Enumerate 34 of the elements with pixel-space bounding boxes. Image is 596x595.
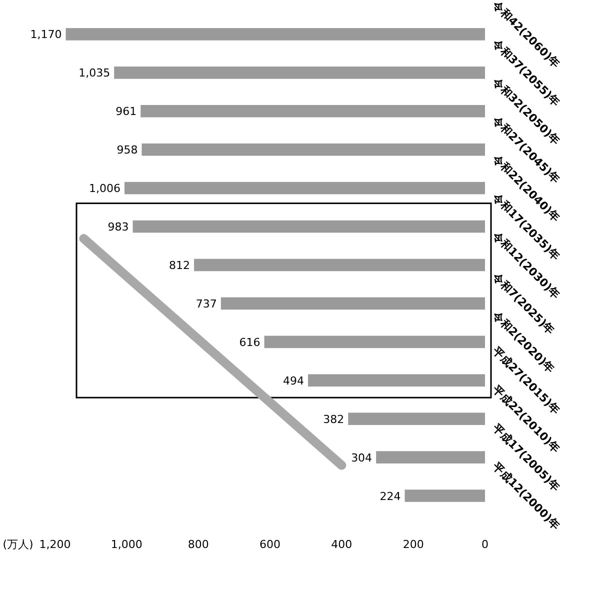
x-tick-label: 1,200 [39, 538, 71, 551]
data-label: 983 [108, 220, 129, 234]
data-label: 304 [351, 451, 372, 464]
bar [348, 412, 485, 425]
bar [114, 66, 485, 79]
bar [132, 220, 485, 233]
bar [124, 182, 485, 194]
data-label: 737 [196, 297, 217, 310]
x-axis-title: (万人) [2, 538, 34, 551]
data-label: 812 [169, 259, 190, 272]
data-label: 382 [323, 412, 344, 426]
data-label: 1,170 [30, 28, 62, 42]
bar [140, 105, 485, 118]
x-tick-label: 400 [331, 538, 352, 551]
data-label: 616 [239, 336, 260, 349]
bar [66, 28, 485, 40]
data-label: 961 [116, 105, 137, 118]
bar [376, 451, 485, 464]
bar [220, 297, 485, 310]
data-label: 1,006 [89, 182, 121, 196]
x-tick-label: 0 [482, 538, 488, 551]
bar [194, 258, 485, 272]
x-tick-label: 800 [188, 538, 209, 551]
data-label: 224 [380, 490, 401, 503]
bar [142, 143, 485, 156]
x-tick-label: 600 [260, 538, 280, 551]
bar [264, 336, 485, 348]
data-label: 494 [282, 374, 304, 388]
x-tick-label: 200 [402, 538, 424, 551]
bar [404, 490, 485, 502]
bar [308, 374, 485, 387]
data-label: 1,035 [78, 66, 110, 80]
x-tick-label: 1,000 [110, 538, 142, 551]
data-label: 958 [116, 144, 138, 157]
